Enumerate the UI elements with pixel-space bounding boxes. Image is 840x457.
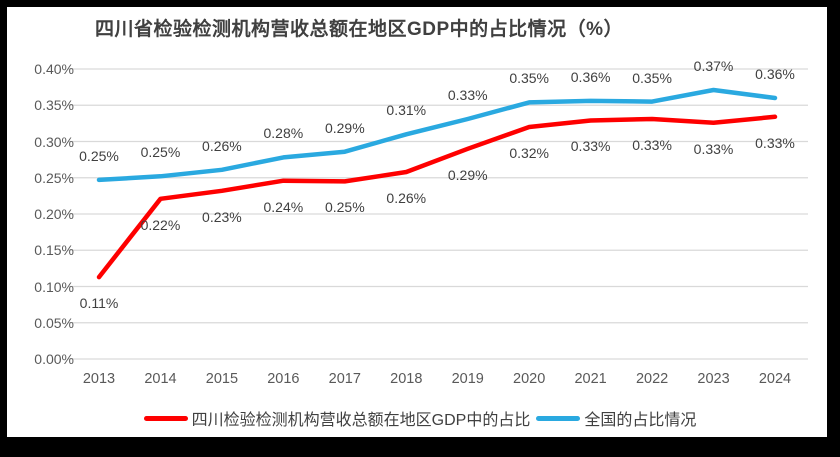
y-tick-label: 0.00% bbox=[34, 351, 74, 367]
y-tick-label: 0.35% bbox=[34, 97, 74, 114]
y-tick-label: 0.05% bbox=[34, 314, 74, 331]
x-tick-label: 2013 bbox=[82, 371, 116, 387]
x-tick-label: 2016 bbox=[267, 371, 300, 387]
data-label: 0.33% bbox=[632, 137, 672, 154]
x-tick-label: 2024 bbox=[758, 371, 792, 387]
data-label: 0.31% bbox=[386, 102, 427, 119]
data-label: 0.29% bbox=[447, 166, 488, 183]
data-label: 0.37% bbox=[693, 58, 734, 75]
blue-line-marker bbox=[536, 415, 581, 421]
data-label: 0.11% bbox=[79, 295, 119, 312]
chart-title: 四川省检验检测机构营收总额在地区GDP中的占比情况（%） bbox=[95, 19, 624, 40]
x-tick-label: 2023 bbox=[697, 371, 730, 387]
x-tick-label: 2018 bbox=[390, 371, 423, 387]
y-tick-label: 0.20% bbox=[34, 206, 74, 222]
x-tick-label: 2020 bbox=[513, 371, 546, 387]
legend-label-sichuan: 四川检验检测机构营收总额在地区GDP中的占比 bbox=[191, 412, 531, 429]
data-label: 0.29% bbox=[324, 119, 365, 136]
red-line-marker bbox=[143, 415, 188, 421]
data-label: 0.22% bbox=[140, 216, 181, 233]
legend: 四川检验检测机构营收总额在地区GDP中的占比 全国的占比情况 bbox=[0, 406, 840, 430]
data-label: 0.33% bbox=[755, 134, 795, 151]
legend-label-national: 全国的占比情况 bbox=[584, 412, 697, 429]
data-label: 0.36% bbox=[755, 66, 795, 82]
x-tick-label: 2014 bbox=[144, 371, 177, 387]
x-tick-label: 2022 bbox=[635, 371, 669, 387]
data-label: 0.25% bbox=[140, 144, 181, 161]
x-tick-label: 2017 bbox=[328, 371, 361, 387]
x-tick-label: 2019 bbox=[451, 371, 484, 387]
data-label: 0.35% bbox=[632, 69, 672, 86]
y-tick-label: 0.10% bbox=[34, 278, 74, 295]
data-label: 0.25% bbox=[79, 147, 119, 164]
legend-item-sichuan: 四川检验检测机构营收总额在地区GDP中的占比 bbox=[143, 406, 531, 430]
data-label: 0.24% bbox=[263, 198, 304, 215]
y-tick-label: 0.15% bbox=[34, 242, 74, 259]
y-tick-label: 0.40% bbox=[34, 61, 74, 77]
data-label: 0.32% bbox=[509, 145, 550, 161]
data-label: 0.26% bbox=[202, 137, 242, 154]
data-label: 0.33% bbox=[693, 140, 734, 157]
data-label: 0.25% bbox=[324, 199, 365, 216]
data-label: 0.35% bbox=[509, 70, 550, 87]
data-label: 0.33% bbox=[447, 87, 488, 104]
legend-item-national: 全国的占比情况 bbox=[536, 406, 696, 430]
data-label: 0.28% bbox=[263, 125, 304, 142]
data-label: 0.36% bbox=[570, 68, 611, 85]
data-label: 0.33% bbox=[570, 138, 611, 155]
data-label: 0.26% bbox=[386, 189, 427, 206]
data-label: 0.23% bbox=[202, 208, 242, 225]
y-tick-label: 0.30% bbox=[34, 133, 74, 150]
y-tick-label: 0.25% bbox=[34, 169, 74, 186]
x-tick-label: 2015 bbox=[205, 371, 239, 387]
x-tick-label: 2021 bbox=[574, 371, 607, 387]
